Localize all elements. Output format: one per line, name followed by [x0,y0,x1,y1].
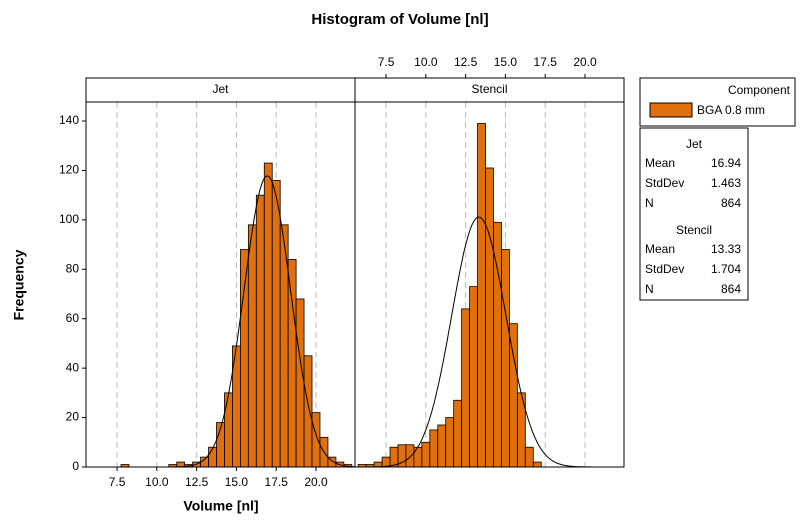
bar [405,444,415,468]
legend-box [639,77,796,127]
x-tick-label: 20.0 [304,475,328,489]
x-tick-label: 7.5 [109,475,126,489]
bar [445,417,455,468]
chart-title: Histogram of Volume [nl] [311,11,488,28]
bar [469,286,478,468]
panel-header [354,77,625,103]
x-axis-label: Volume [nl] [183,498,258,514]
bar [271,179,281,468]
bar [287,259,297,468]
y-tick-label: 0 [72,459,79,473]
y-tick-label: 140 [59,113,79,127]
x-tick-label: 20.0 [573,55,597,69]
stats-label: Mean [645,156,675,170]
bar [255,194,265,468]
x-tick-label: 10.0 [414,55,438,69]
stats-box [639,127,749,301]
bar [224,392,233,468]
stats-label: N [645,196,654,210]
bar [453,399,463,468]
stats-value: 1.704 [711,262,741,276]
bar [524,446,534,468]
bar [532,461,542,468]
x-tick-label: 15.0 [225,475,249,489]
stats-label: StdDev [645,176,684,190]
bar [311,412,321,468]
stats-value: 16.94 [711,156,741,170]
legend-title: Component [728,83,791,97]
x-tick-label: 17.5 [265,475,289,489]
y-axis-label: Frequency [11,249,27,320]
x-tick-label: 12.5 [454,55,478,69]
stats-label: StdDev [645,262,684,276]
stats-value: 864 [721,196,741,210]
legend-swatch [649,102,693,118]
bar [263,162,273,468]
stats-value: 13.33 [711,242,741,256]
bar [429,429,439,468]
stats-value: 864 [721,282,741,296]
y-tick-label: 40 [66,360,80,374]
stats-label: N [645,282,654,296]
bar [421,441,431,468]
bar [239,249,249,468]
bar [413,446,423,468]
panel-title: Stencil [471,82,507,96]
y-tick-label: 80 [66,261,80,275]
stats-value: 1.463 [711,176,741,190]
bar [508,323,518,468]
x-tick-label: 7.5 [378,55,395,69]
y-tick-label: 20 [66,410,80,424]
bar [247,224,257,468]
x-tick-label: 17.5 [534,55,558,69]
bar [501,249,510,468]
legend-label: BGA 0.8 mm [697,103,765,117]
panel-frame [354,101,625,468]
bar [208,446,217,468]
y-tick-label: 100 [59,212,79,226]
bar [477,123,486,468]
bar [303,355,313,468]
x-tick-label: 15.0 [494,55,518,69]
bar [437,424,447,468]
x-tick-label: 12.5 [185,475,209,489]
stats-label: Mean [645,242,675,256]
bar [200,456,209,468]
y-tick-label: 120 [59,163,79,177]
bar [461,308,471,468]
bar [485,167,494,468]
x-tick-label: 10.0 [145,475,169,489]
stats-header: Jet [686,137,703,151]
y-tick-label: 60 [66,311,80,325]
stats-header: Stencil [676,223,712,237]
bar [295,298,305,468]
panel-title: Jet [212,82,229,96]
bar [493,221,502,468]
